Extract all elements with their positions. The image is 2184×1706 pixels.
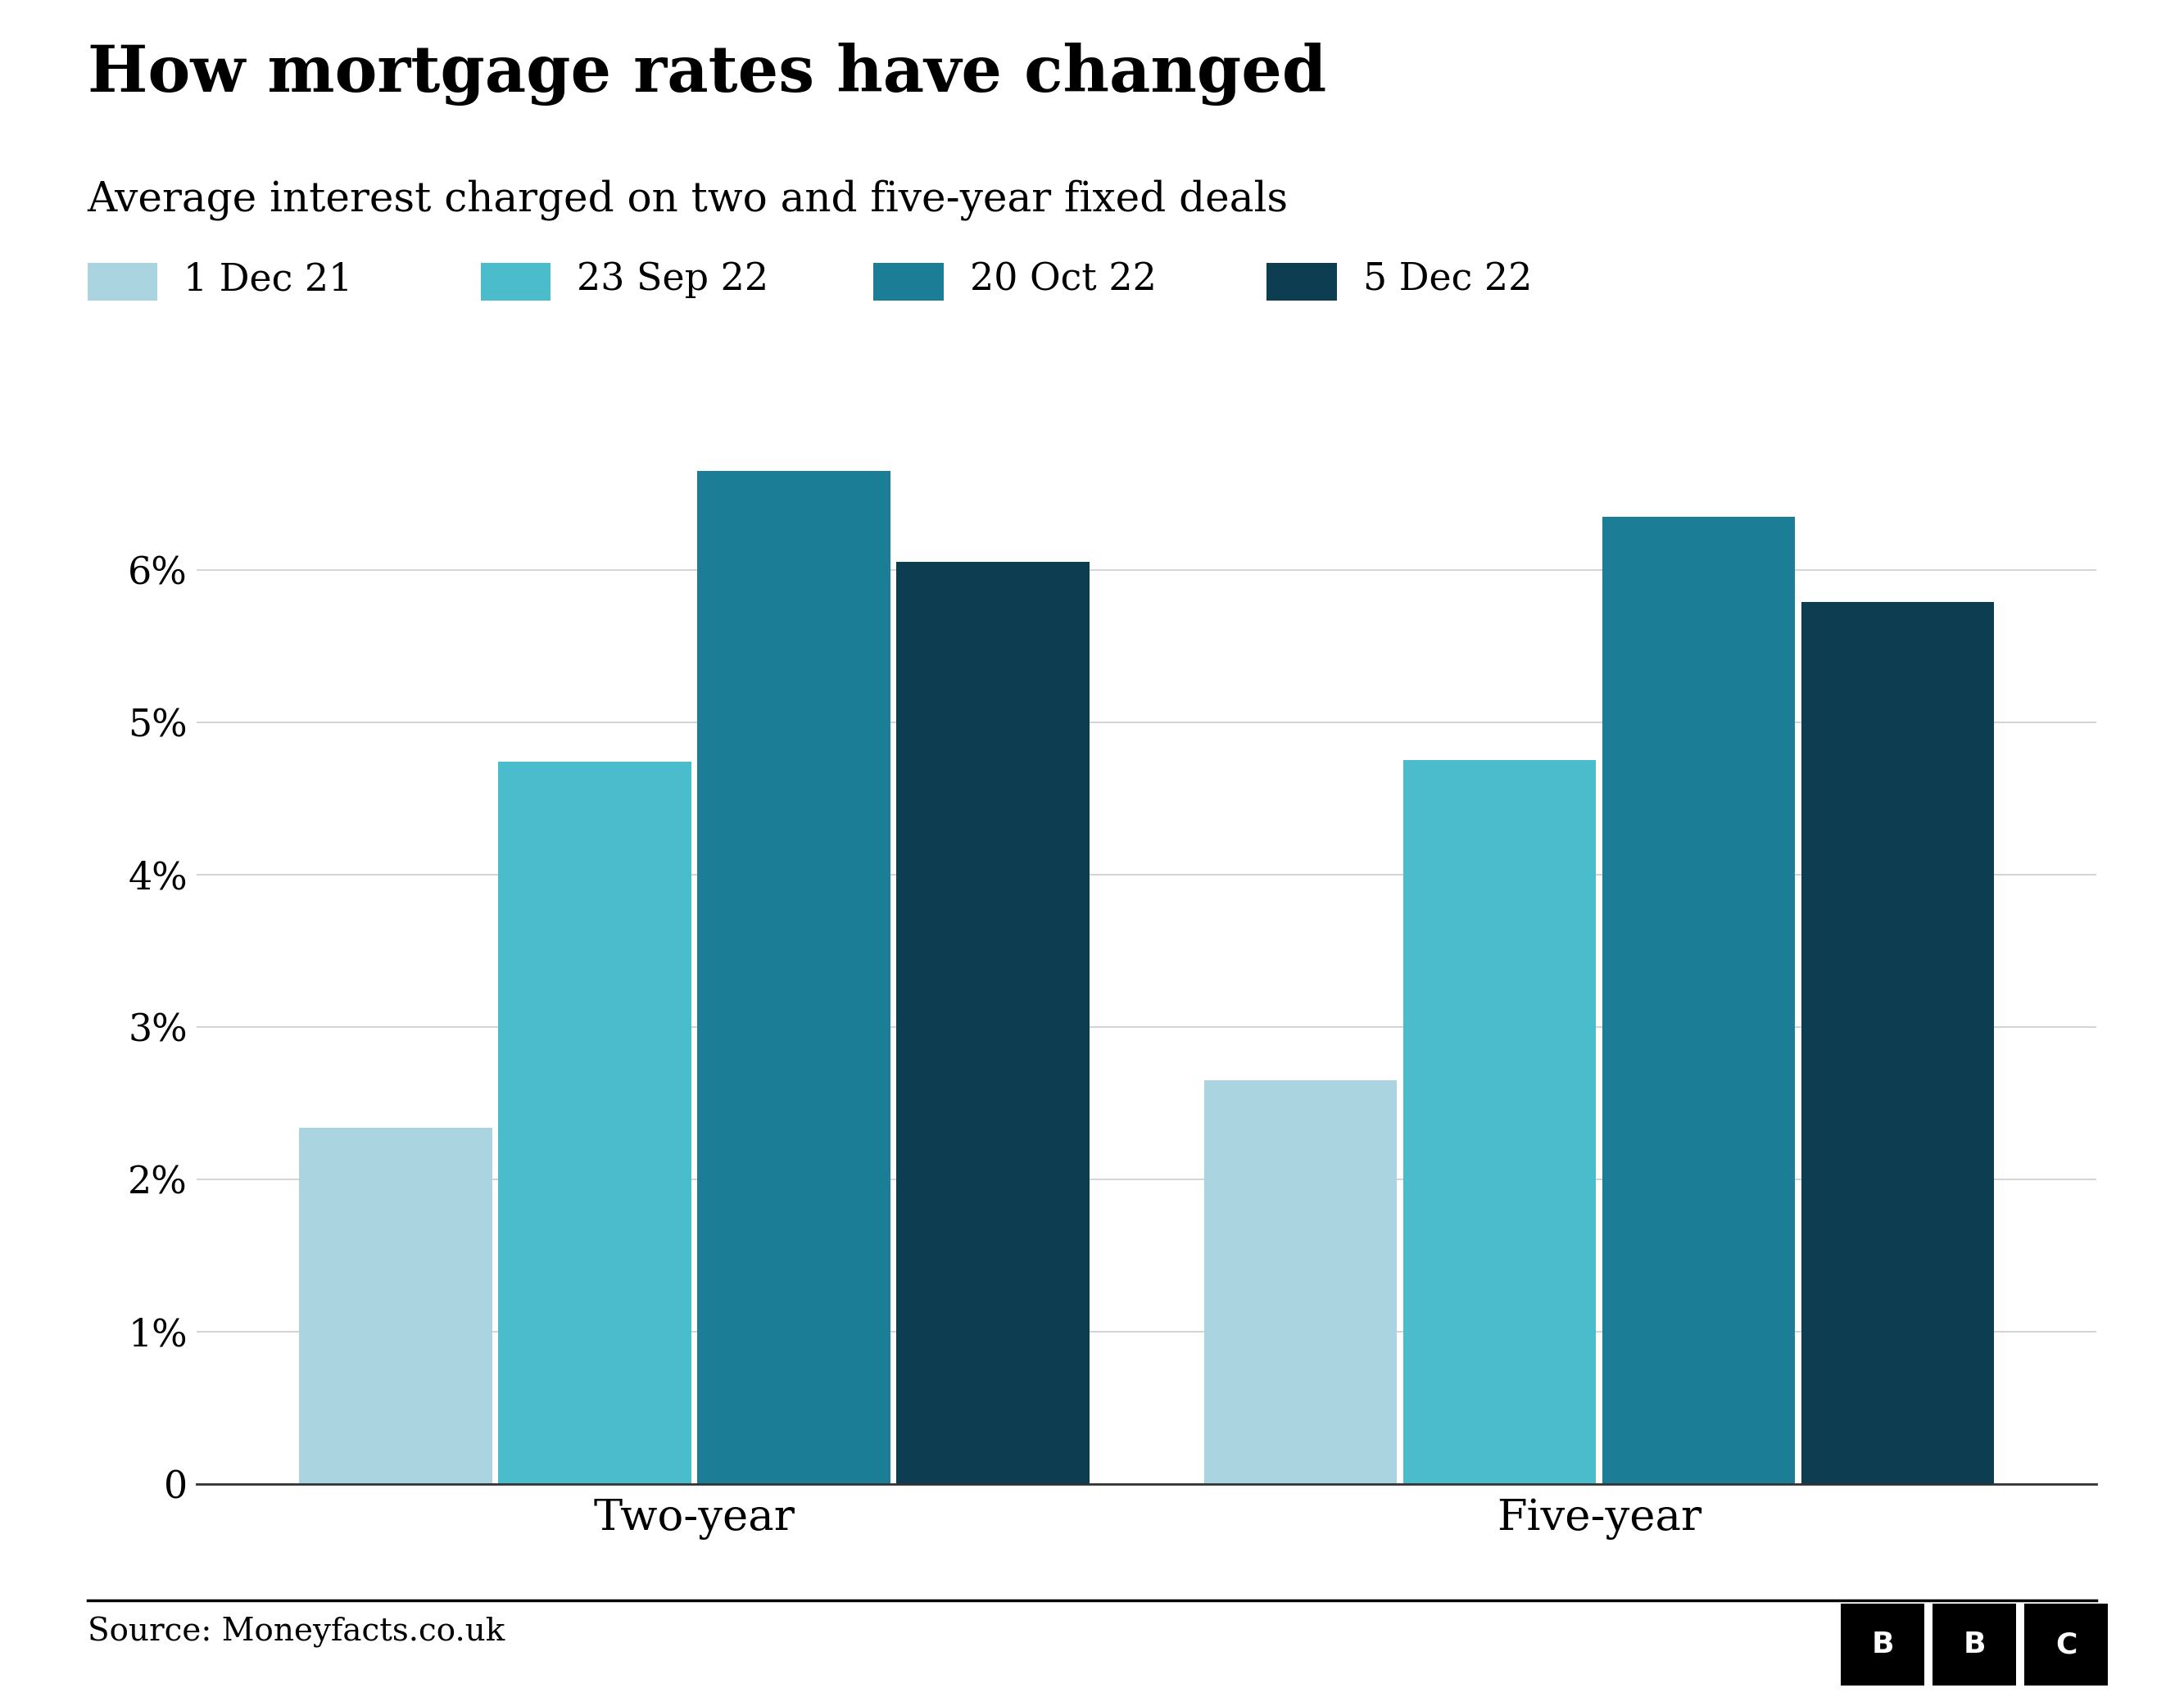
Text: B: B bbox=[1963, 1631, 1985, 1658]
Text: 1 Dec 21: 1 Dec 21 bbox=[183, 261, 352, 299]
Text: 5 Dec 22: 5 Dec 22 bbox=[1363, 261, 1531, 299]
Text: 20 Oct 22: 20 Oct 22 bbox=[970, 261, 1155, 299]
Text: C: C bbox=[2055, 1631, 2077, 1658]
Bar bbox=[697, 471, 891, 1484]
Text: B: B bbox=[1872, 1631, 1894, 1658]
Bar bbox=[498, 763, 690, 1484]
Bar bbox=[1802, 602, 1994, 1484]
Text: Average interest charged on two and five-year fixed deals: Average interest charged on two and five… bbox=[87, 179, 1289, 220]
Text: How mortgage rates have changed: How mortgage rates have changed bbox=[87, 43, 1326, 106]
Bar bbox=[1203, 1080, 1398, 1484]
Bar bbox=[299, 1128, 491, 1484]
Bar bbox=[1402, 761, 1597, 1484]
Text: Source: Moneyfacts.co.uk: Source: Moneyfacts.co.uk bbox=[87, 1617, 505, 1648]
Text: 23 Sep 22: 23 Sep 22 bbox=[577, 261, 769, 299]
Bar bbox=[895, 563, 1090, 1484]
Bar bbox=[1603, 517, 1795, 1484]
